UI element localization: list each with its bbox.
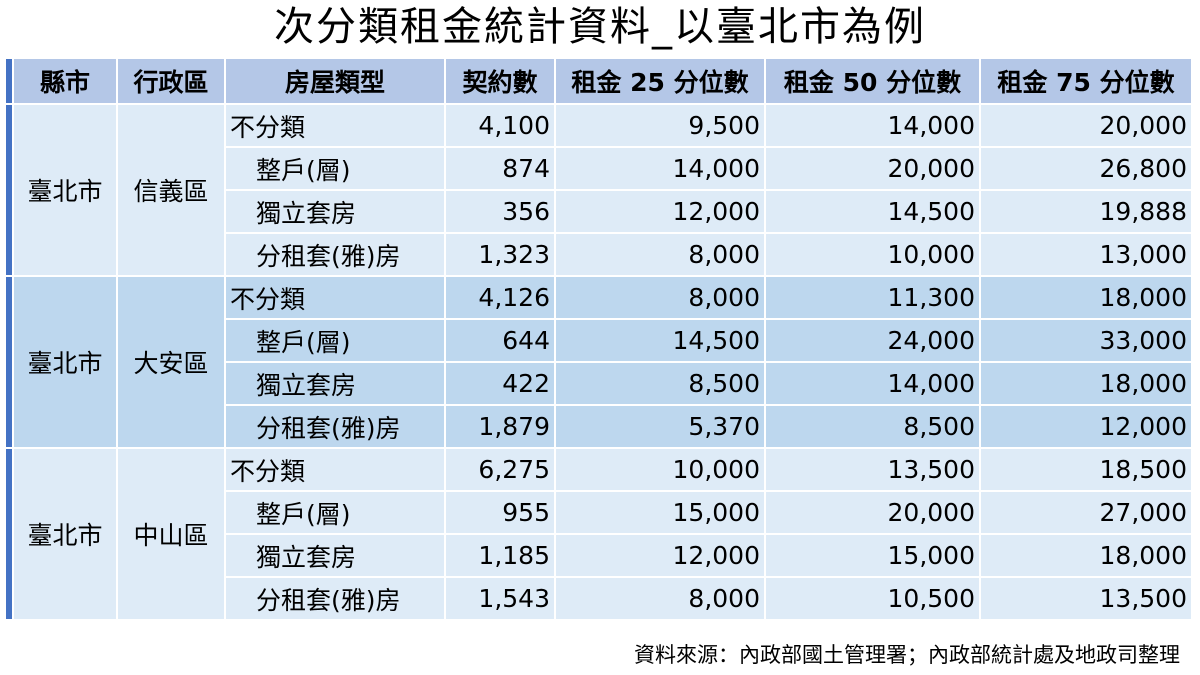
table-row: 臺北市 信義區 不分類 4,100 9,500 14,000 20,000 [4,103,1193,277]
county-cell: 臺北市 [12,103,118,277]
rent-p75-cell: 19,888 [979,189,1193,234]
rent-p25-cell: 14,000 [554,146,766,191]
rent-p75-cell: 13,000 [979,232,1193,277]
group-edge-strip [4,275,14,449]
contract-count-cell: 1,185 [444,533,556,578]
contract-count-cell: 1,543 [444,576,556,621]
rent-statistics-table: 縣市 行政區 房屋類型 契約數 租金 25 分位數 租金 50 分位數 租金 7… [4,57,1193,621]
rent-p50-cell: 20,000 [764,490,981,535]
county-cell: 臺北市 [12,447,118,621]
rent-p75-cell: 27,000 [979,490,1193,535]
contract-count-cell: 1,323 [444,232,556,277]
table-row: 臺北市 中山區 不分類 6,275 10,000 13,500 18,500 [4,447,1193,621]
district-cell: 大安區 [116,275,226,449]
rent-p75-cell: 33,000 [979,318,1193,363]
table-row: 臺北市 大安區 不分類 4,126 8,000 11,300 18,000 [4,275,1193,449]
rent-p75-cell: 18,000 [979,275,1193,320]
rent-p75-cell: 13,500 [979,576,1193,621]
source-note: 資料來源：內政部國土管理署；內政部統計處及地政司整理 [634,643,1180,667]
housing-type-cell: 不分類 [224,275,446,320]
housing-type-cell: 獨立套房 [224,533,446,578]
table-row: 獨立套房 356 12,000 14,500 19,888 [5,189,1193,234]
rent-p50-cell: 14,500 [764,189,981,234]
rent-p25-cell: 12,000 [554,533,766,578]
rent-p50-cell: 11,300 [764,275,981,320]
table-row: 整戶(層) 644 14,500 24,000 33,000 [5,318,1193,363]
rent-p25-cell: 12,000 [554,189,766,234]
rent-p25-cell: 9,500 [554,103,766,148]
rent-p50-cell: 10,500 [764,576,981,621]
table-row: 分租套(雅)房 1,543 8,000 10,500 13,500 [5,576,1193,621]
table-row: 獨立套房 422 8,500 14,000 18,000 [5,361,1193,406]
housing-type-cell: 不分類 [224,103,446,148]
district-cell: 信義區 [116,103,226,277]
table-row: 獨立套房 1,185 12,000 15,000 18,000 [5,533,1193,578]
rent-p50-cell: 20,000 [764,146,981,191]
rent-p25-cell: 10,000 [554,447,766,492]
table-row: 整戶(層) 874 14,000 20,000 26,800 [5,146,1193,191]
rent-p25-cell: 8,000 [554,576,766,621]
header-rent-p75: 租金 75 分位數 [979,57,1193,105]
housing-type-cell: 獨立套房 [224,189,446,234]
rent-p50-cell: 14,000 [764,361,981,406]
housing-type-cell: 整戶(層) [224,318,446,363]
rent-p50-cell: 24,000 [764,318,981,363]
group-edge-strip [4,447,14,621]
rent-p25-cell: 15,000 [554,490,766,535]
header-edge-strip [4,57,14,105]
rent-p50-cell: 8,500 [764,404,981,449]
rent-p75-cell: 18,000 [979,361,1193,406]
rent-p25-cell: 8,000 [554,232,766,277]
table-row: 整戶(層) 955 15,000 20,000 27,000 [5,490,1193,535]
table-row: 分租套(雅)房 1,879 5,370 8,500 12,000 [5,404,1193,449]
header-district: 行政區 [116,57,226,105]
header-housing-type: 房屋類型 [224,57,446,105]
rent-p75-cell: 18,500 [979,447,1193,492]
contract-count-cell: 955 [444,490,556,535]
rent-p50-cell: 13,500 [764,447,981,492]
contract-count-cell: 644 [444,318,556,363]
header-rent-p50: 租金 50 分位數 [764,57,981,105]
group-edge-strip [4,103,14,277]
header-county: 縣市 [12,57,118,105]
contract-count-cell: 356 [444,189,556,234]
contract-count-cell: 4,100 [444,103,556,148]
header-rent-p25: 租金 25 分位數 [554,57,766,105]
housing-type-cell: 分租套(雅)房 [224,404,446,449]
contract-count-cell: 4,126 [444,275,556,320]
rent-p75-cell: 12,000 [979,404,1193,449]
county-cell: 臺北市 [12,275,118,449]
housing-type-cell: 整戶(層) [224,146,446,191]
contract-count-cell: 1,879 [444,404,556,449]
contract-count-cell: 874 [444,146,556,191]
rent-p25-cell: 5,370 [554,404,766,449]
rent-p25-cell: 8,000 [554,275,766,320]
table-header-row: 縣市 行政區 房屋類型 契約數 租金 25 分位數 租金 50 分位數 租金 7… [4,57,1193,105]
rent-p50-cell: 15,000 [764,533,981,578]
rent-p25-cell: 8,500 [554,361,766,406]
rent-p25-cell: 14,500 [554,318,766,363]
table-row: 分租套(雅)房 1,323 8,000 10,000 13,000 [5,232,1193,277]
contract-count-cell: 422 [444,361,556,406]
housing-type-cell: 分租套(雅)房 [224,232,446,277]
page-title: 次分類租金統計資料_以臺北市為例 [274,4,926,50]
header-contract-count: 契約數 [444,57,556,105]
housing-type-cell: 分租套(雅)房 [224,576,446,621]
rent-p75-cell: 26,800 [979,146,1193,191]
rent-p50-cell: 14,000 [764,103,981,148]
rent-p75-cell: 20,000 [979,103,1193,148]
housing-type-cell: 整戶(層) [224,490,446,535]
housing-type-cell: 獨立套房 [224,361,446,406]
table-body: 臺北市 信義區 不分類 4,100 9,500 14,000 20,000 整戶(層) 874 1… [4,103,1193,621]
rent-p50-cell: 10,000 [764,232,981,277]
housing-type-cell: 不分類 [224,447,446,492]
rent-p75-cell: 18,000 [979,533,1193,578]
district-cell: 中山區 [116,447,226,621]
contract-count-cell: 6,275 [444,447,556,492]
